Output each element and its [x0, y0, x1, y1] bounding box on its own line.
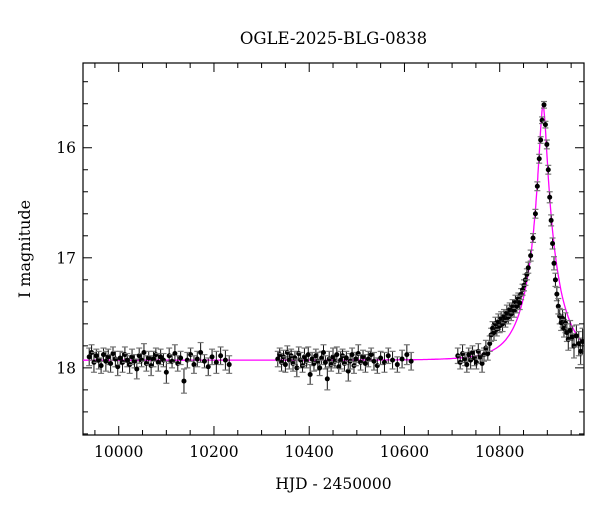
svg-text:10400: 10400 — [285, 443, 334, 461]
svg-text:18: 18 — [56, 359, 76, 377]
svg-text:10200: 10200 — [189, 443, 238, 461]
y-axis-label: I magnitude — [15, 199, 34, 299]
figure-title: OGLE-2025-BLG-0838 — [239, 29, 428, 48]
svg-text:10600: 10600 — [380, 443, 429, 461]
x-axis-label: HJD - 2450000 — [275, 475, 392, 493]
svg-text:10000: 10000 — [94, 443, 143, 461]
svg-text:17: 17 — [56, 249, 76, 267]
svg-text:16: 16 — [56, 139, 76, 157]
svg-text:10800: 10800 — [475, 443, 524, 461]
